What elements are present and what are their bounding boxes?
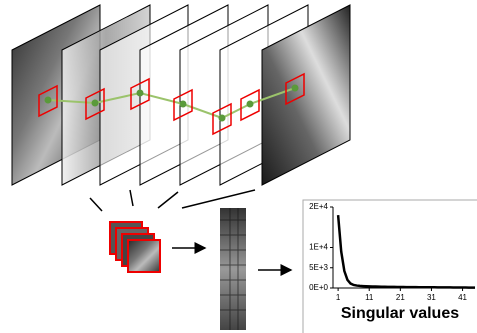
x-tick-label: 41 xyxy=(458,293,467,302)
series-line xyxy=(338,215,475,288)
page: 2E+41E+45E+30E+0111213141 Singular value… xyxy=(0,0,477,333)
matrix-strip xyxy=(220,208,246,330)
x-tick-label: 31 xyxy=(427,293,436,302)
y-tick-label: 1E+4 xyxy=(309,243,328,252)
y-tick-label: 5E+3 xyxy=(309,263,328,272)
y-tick-label: 0E+0 xyxy=(309,283,328,292)
patch-stack xyxy=(110,222,160,272)
x-tick-label: 11 xyxy=(365,293,374,302)
y-tick-label: 2E+4 xyxy=(309,202,328,211)
x-tick-label: 21 xyxy=(396,293,405,302)
x-axis-label: Singular values xyxy=(341,305,459,322)
converge-lines xyxy=(90,190,255,211)
x-tick-label: 1 xyxy=(336,293,341,302)
diagram: 2E+41E+45E+30E+0111213141 Singular value… xyxy=(0,0,477,333)
